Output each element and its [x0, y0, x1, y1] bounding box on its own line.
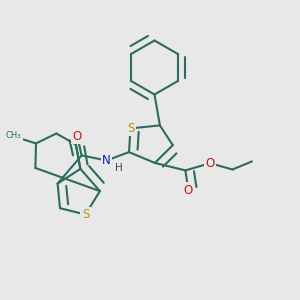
Text: S: S	[127, 122, 134, 135]
Text: H: H	[115, 163, 123, 173]
Text: CH₃: CH₃	[6, 131, 21, 140]
Text: O: O	[206, 157, 214, 170]
Text: S: S	[82, 208, 89, 221]
Text: O: O	[184, 184, 193, 197]
Text: O: O	[73, 130, 82, 143]
Text: N: N	[102, 154, 111, 167]
